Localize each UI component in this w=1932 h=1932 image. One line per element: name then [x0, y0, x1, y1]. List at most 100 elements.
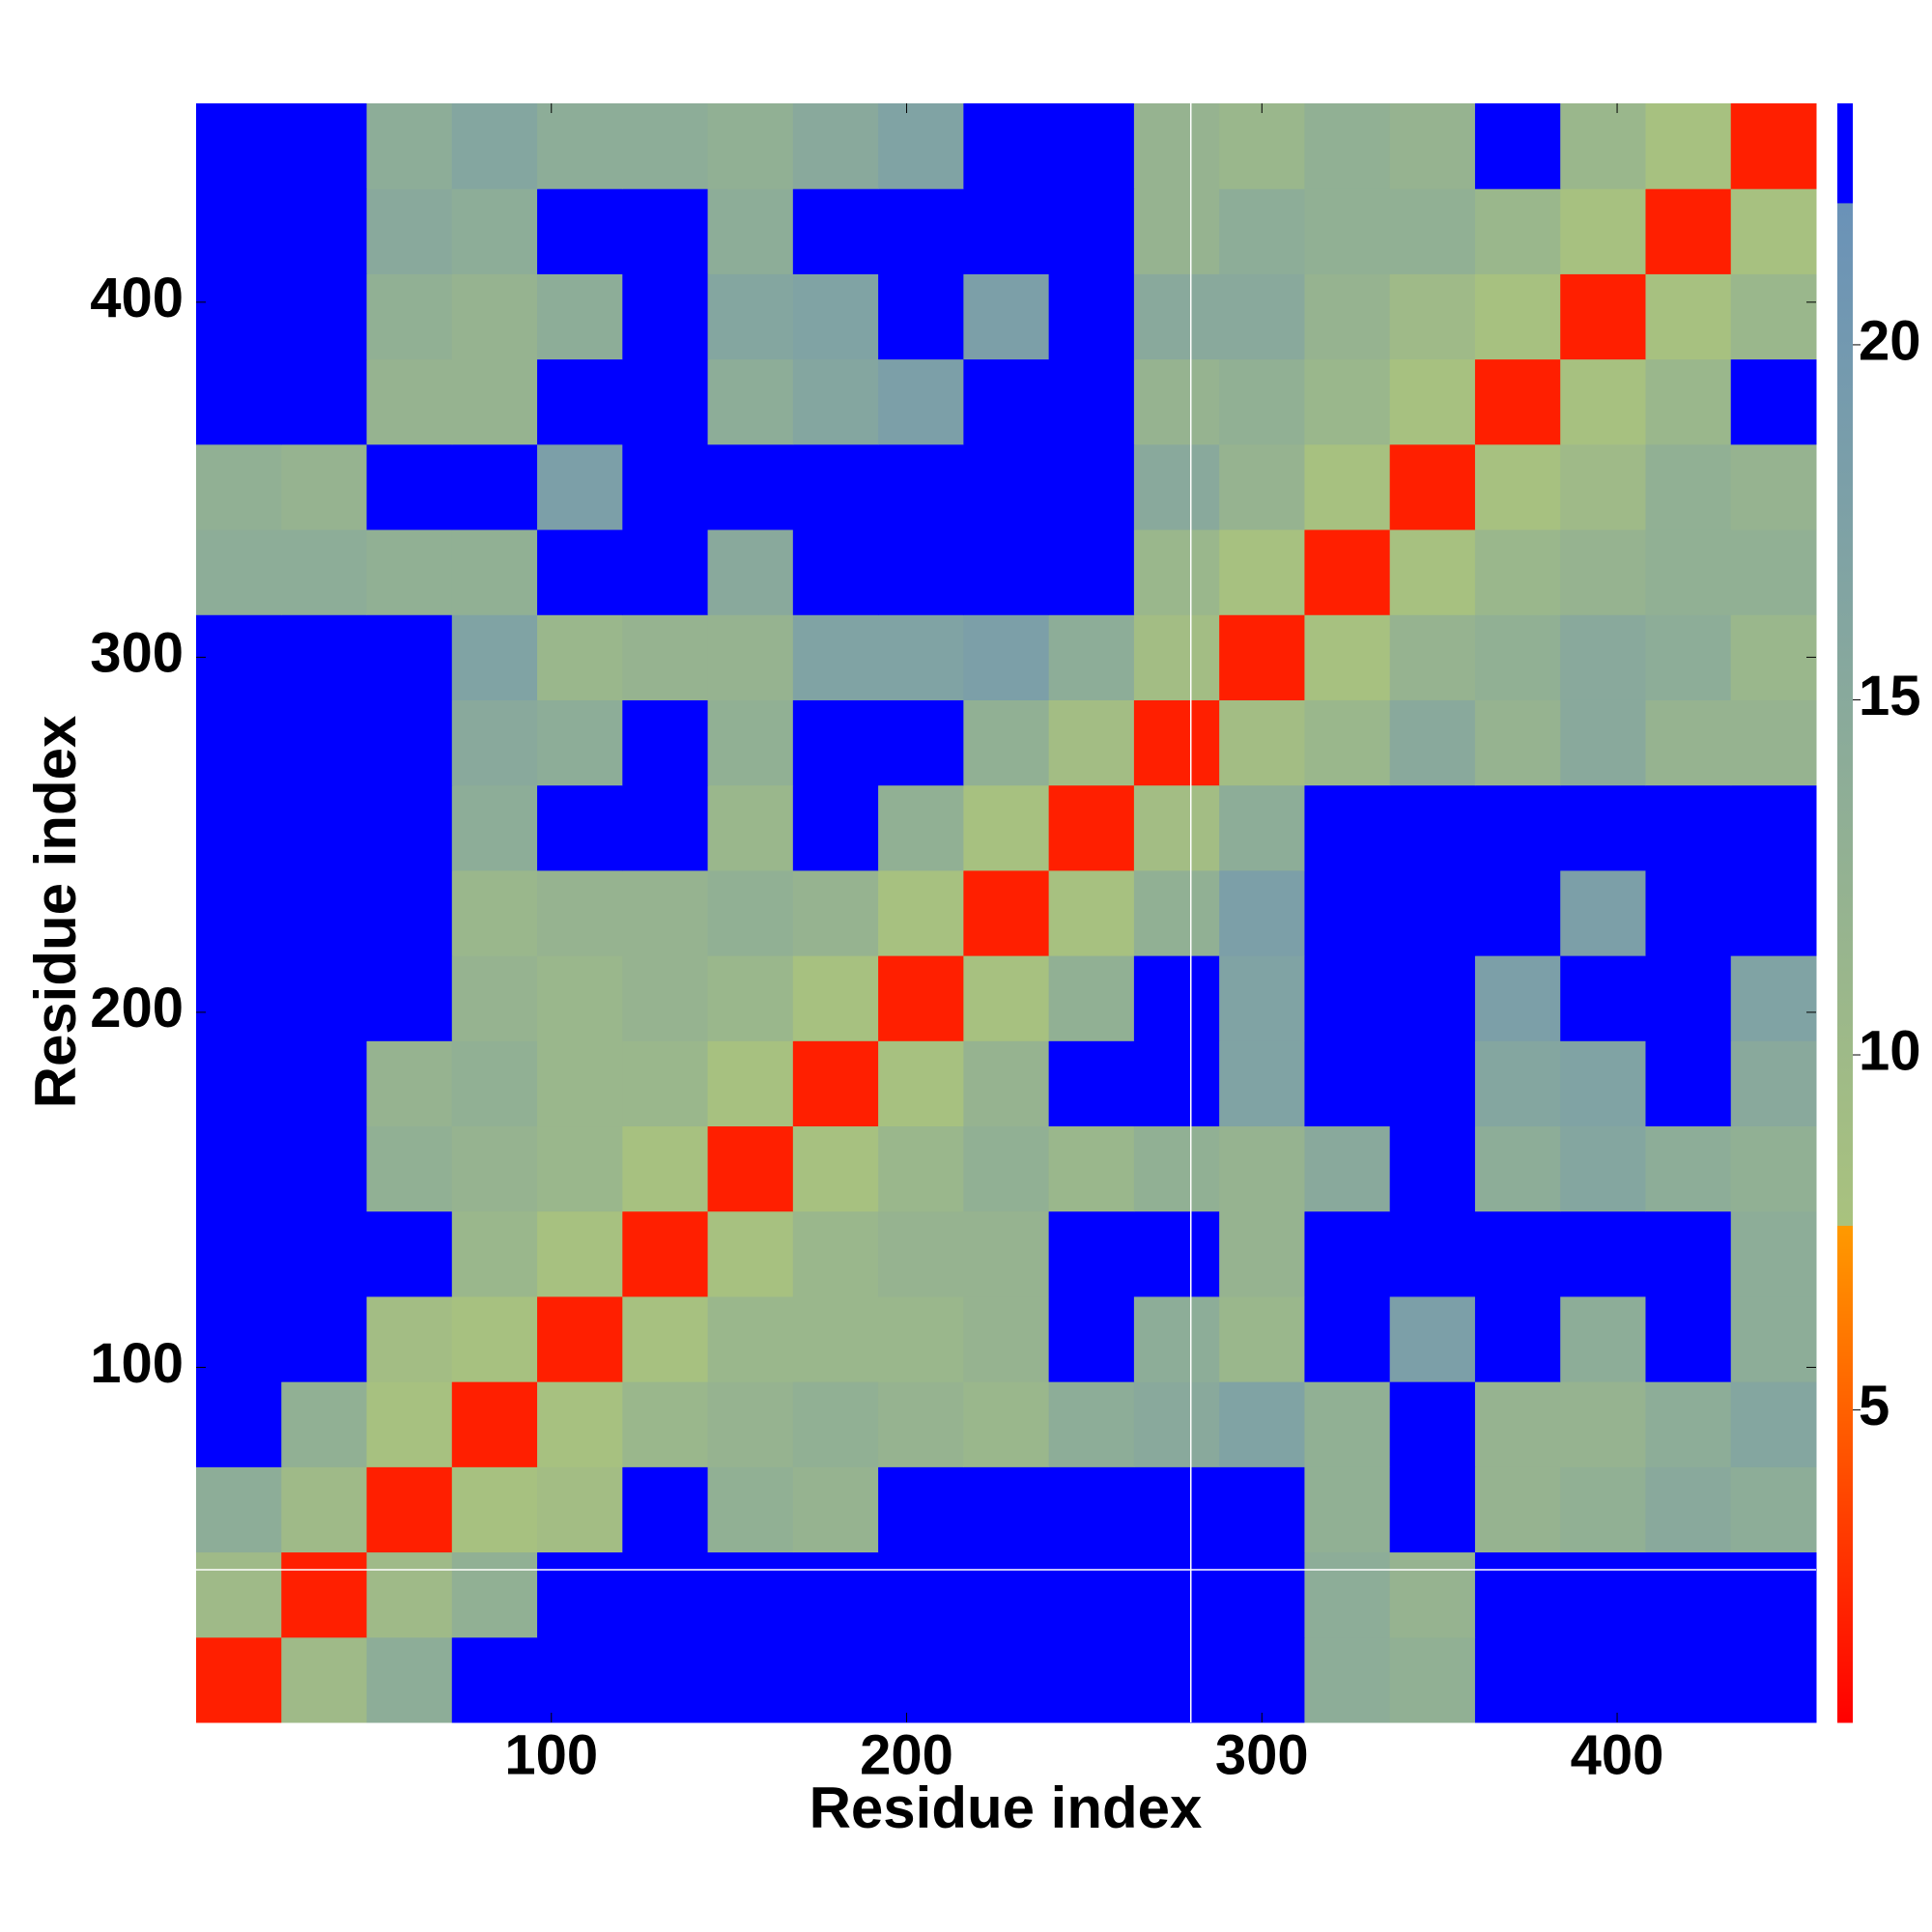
- heatmap-cell: [1304, 529, 1391, 615]
- heatmap-cell: [1730, 1210, 1817, 1297]
- heatmap-cell: [622, 529, 709, 615]
- y-tick-label: 100: [90, 1332, 184, 1395]
- heatmap-cell: [963, 1636, 1050, 1723]
- heatmap-cell: [1133, 358, 1220, 445]
- heatmap-cell: [281, 1466, 368, 1553]
- heatmap-cell: [537, 358, 623, 445]
- heatmap-cell: [1219, 614, 1305, 700]
- heatmap-cell: [1219, 273, 1305, 360]
- heatmap-cell: [1133, 103, 1220, 189]
- heatmap-cell: [1560, 273, 1646, 360]
- heatmap-cell: [1560, 1381, 1646, 1467]
- heatmap-cell: [1389, 188, 1476, 274]
- heatmap-cell: [451, 1466, 538, 1553]
- heatmap-cell: [1133, 699, 1220, 786]
- heatmap-cell: [1645, 955, 1732, 1041]
- heatmap-cell: [1304, 955, 1391, 1041]
- y-axis-label: Residue index: [23, 716, 88, 1109]
- heatmap-cell: [1048, 443, 1135, 530]
- heatmap-cell: [1645, 1381, 1732, 1467]
- heatmap-cell: [622, 1466, 709, 1553]
- heatmap-cell: [1219, 955, 1305, 1041]
- heatmap-cell: [963, 784, 1050, 871]
- heatmap-cell: [1645, 1551, 1732, 1638]
- heatmap-cell: [537, 1210, 623, 1297]
- heatmap-cell: [537, 1551, 623, 1638]
- heatmap-cell: [1133, 1040, 1220, 1127]
- heatmap-cell: [1730, 1295, 1817, 1382]
- heatmap-cell: [281, 188, 368, 274]
- heatmap-cell: [451, 1040, 538, 1127]
- colorbar-tick-label: 5: [1859, 1375, 1889, 1437]
- heatmap-cell: [196, 955, 282, 1041]
- heatmap-cell: [707, 1210, 794, 1297]
- heatmap-cell: [963, 1551, 1050, 1638]
- heatmap-cell: [1389, 358, 1476, 445]
- heatmap-cell: [1560, 869, 1646, 956]
- heatmap-cell: [1133, 1551, 1220, 1638]
- heatmap-cell: [1730, 1466, 1817, 1553]
- heatmap-cell: [196, 1295, 282, 1382]
- heatmap-cell: [366, 1381, 453, 1467]
- heatmap-cell: [792, 1381, 879, 1467]
- heatmap-cell: [963, 699, 1050, 786]
- x-tick-label: 200: [860, 1723, 953, 1786]
- heatmap-cell: [1645, 1295, 1732, 1382]
- heatmap-cell: [1389, 273, 1476, 360]
- heatmap-cell: [1048, 955, 1135, 1041]
- heatmap-cell: [1730, 1636, 1817, 1723]
- heatmap-cell: [963, 358, 1050, 445]
- heatmap-cell: [1474, 103, 1561, 189]
- heatmap-cell: [1389, 614, 1476, 700]
- heatmap-cell: [963, 443, 1050, 530]
- heatmap-cell: [537, 103, 623, 189]
- heatmap-cell: [366, 273, 453, 360]
- heatmap-cell: [1474, 358, 1561, 445]
- heatmap-cell: [622, 1636, 709, 1723]
- heatmap-cell: [878, 784, 964, 871]
- heatmap-cell: [878, 1125, 964, 1212]
- heatmap-cell: [537, 1295, 623, 1382]
- heatmap-cell: [792, 443, 879, 530]
- heatmap-cell: [622, 699, 709, 786]
- heatmap-cell: [1048, 784, 1135, 871]
- heatmap-cell: [537, 1125, 623, 1212]
- heatmap-cell: [1219, 1125, 1305, 1212]
- heatmap-cell: [196, 614, 282, 700]
- heatmap-cell: [1645, 699, 1732, 786]
- heatmap-cell: [1304, 103, 1391, 189]
- heatmap-cell: [1389, 784, 1476, 871]
- heatmap-cell: [1219, 1295, 1305, 1382]
- heatmap-cell: [366, 529, 453, 615]
- heatmap-cell: [792, 1551, 879, 1638]
- heatmap-cell: [1730, 699, 1817, 786]
- heatmap-cell: [451, 443, 538, 530]
- heatmap-cell: [1304, 784, 1391, 871]
- heatmap-cell: [1474, 1636, 1561, 1723]
- heatmap-cell: [622, 955, 709, 1041]
- heatmap-cell: [196, 443, 282, 530]
- heatmap-cell: [1219, 699, 1305, 786]
- heatmap-cell: [366, 1040, 453, 1127]
- heatmap-cell: [707, 443, 794, 530]
- heatmap-cell: [281, 273, 368, 360]
- heatmap-cell: [1389, 869, 1476, 956]
- x-tick-label: 100: [504, 1723, 598, 1786]
- heatmap-cell: [281, 443, 368, 530]
- heatmap-cell: [366, 1210, 453, 1297]
- heatmap-cell: [1133, 784, 1220, 871]
- heatmap-cell: [1560, 1295, 1646, 1382]
- heatmap-cell: [707, 358, 794, 445]
- heatmap-cell: [792, 1210, 879, 1297]
- colorbar-tick-label: 15: [1859, 665, 1921, 727]
- heatmap-cell: [878, 103, 964, 189]
- heatmap-cell: [366, 699, 453, 786]
- heatmap-cell: [1560, 1040, 1646, 1127]
- heatmap-cell: [196, 273, 282, 360]
- heatmap-cell: [963, 1210, 1050, 1297]
- heatmap-cell: [878, 1466, 964, 1553]
- heatmap-cell: [1219, 869, 1305, 956]
- heatmap-cell: [1133, 443, 1220, 530]
- heatmap-cell: [1560, 103, 1646, 189]
- heatmap-cell: [963, 188, 1050, 274]
